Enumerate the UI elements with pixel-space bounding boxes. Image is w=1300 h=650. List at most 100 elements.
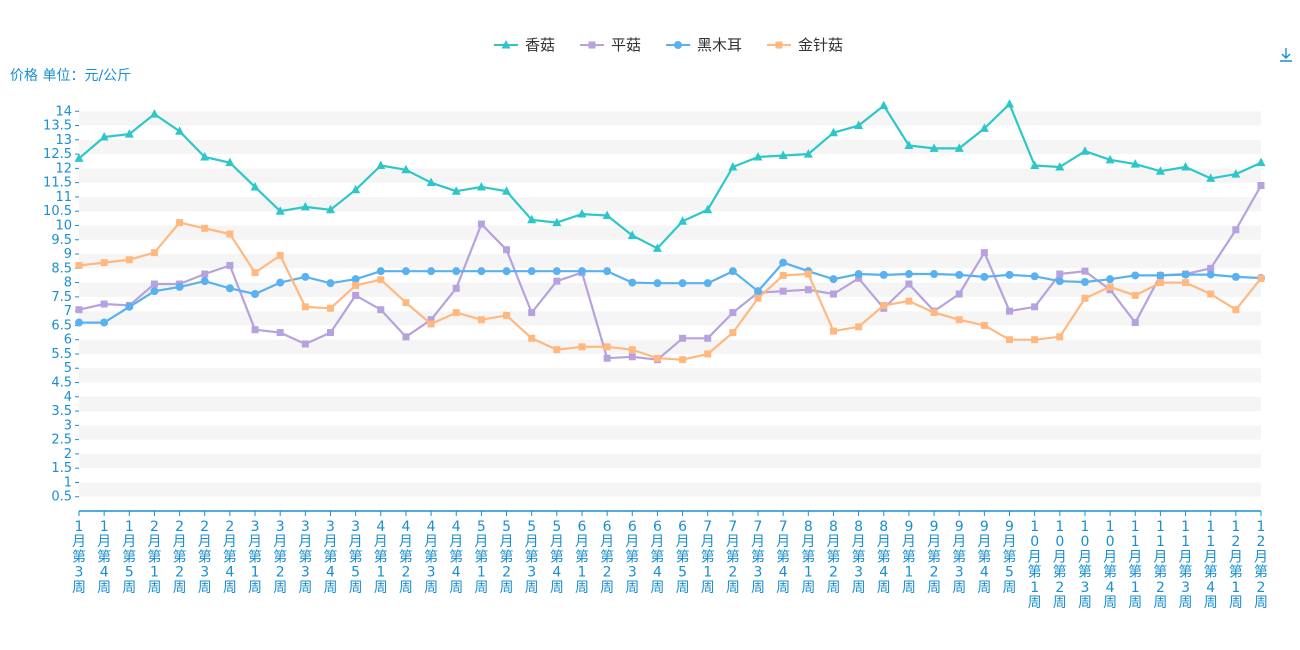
data-point (628, 278, 637, 287)
data-point (1055, 161, 1065, 171)
data-point (401, 267, 410, 276)
y-tick-label: 7 (64, 304, 72, 319)
y-tick-label: 4 (64, 390, 72, 405)
x-tick-label: 5 月第 3 周 (525, 519, 539, 596)
data-point (553, 277, 561, 285)
x-tick-label: 9 月第 2 周 (927, 519, 941, 596)
data-point (200, 151, 210, 161)
data-point (402, 299, 410, 307)
data-point (427, 320, 435, 328)
data-point (778, 150, 788, 160)
data-point (427, 316, 435, 324)
data-point (678, 216, 688, 225)
download-icon[interactable] (1275, 43, 1297, 65)
data-point (829, 290, 837, 298)
legend-item[interactable]: 黑木耳 (666, 36, 742, 54)
y-tick-label: 6 (64, 333, 72, 348)
data-point (325, 204, 335, 214)
x-tick-label: 8 月第 1 周 (801, 519, 815, 596)
y-tick-label: 13.5 (43, 119, 72, 134)
data-point (176, 219, 184, 227)
data-point (704, 350, 712, 358)
data-point (352, 291, 360, 299)
data-point (855, 274, 863, 282)
grid-band (79, 368, 1261, 383)
data-point (703, 279, 712, 288)
data-point (577, 267, 586, 276)
grid-band (79, 339, 1261, 354)
data-point (754, 287, 763, 296)
series-line (78, 102, 1262, 250)
y-tick-label: 13 (55, 133, 72, 148)
x-tick-label: 1 2 月第 2 周 (1254, 519, 1268, 611)
data-point (929, 143, 939, 152)
series-lines (74, 99, 1266, 364)
legend-label: 香菇 (525, 36, 555, 54)
data-point (627, 230, 637, 239)
data-point (803, 149, 813, 158)
data-point (125, 302, 134, 311)
x-tick-label: 1 0 月第 4 周 (1103, 519, 1117, 611)
data-point (175, 282, 184, 291)
x-tick-label: 1 2 月第 1 周 (1229, 519, 1243, 611)
y-tick-label: 11 (55, 190, 72, 205)
x-tick-label: 7 月第 3 周 (751, 519, 765, 596)
grid-band (79, 196, 1261, 212)
data-point (476, 181, 486, 191)
y-tick-label: 10 (55, 218, 72, 233)
x-tick-label: 1 0 月第 2 周 (1053, 519, 1067, 611)
data-point (376, 267, 385, 276)
x-tick-label: 6 月第 3 周 (625, 519, 639, 596)
y-tick-label: 12.5 (43, 147, 72, 162)
grid-band (79, 325, 1261, 340)
data-point (753, 151, 763, 161)
x-tick-label: 3 月第 5 周 (349, 519, 363, 596)
data-point (728, 161, 738, 171)
data-point (930, 309, 938, 317)
data-point (1257, 182, 1265, 190)
data-point (779, 271, 787, 279)
x-tick-label: 2 月第 1 周 (147, 519, 161, 596)
grid-band (79, 382, 1261, 397)
data-point (1055, 277, 1064, 286)
data-point (954, 143, 964, 152)
data-point (149, 109, 159, 118)
x-tick-label: 6 月第 2 周 (600, 519, 614, 596)
data-point (652, 243, 662, 252)
data-point (75, 318, 83, 327)
grid-band (79, 482, 1261, 497)
data-point (276, 329, 284, 337)
data-point (201, 224, 209, 232)
y-tick-label: 5 (64, 361, 72, 376)
data-point (426, 177, 436, 187)
data-point (1206, 270, 1215, 279)
y-tick-label: 12 (55, 161, 72, 176)
data-point (1156, 271, 1165, 280)
y-tick-label: 1 (64, 475, 72, 490)
data-point (905, 297, 913, 305)
data-point (1181, 270, 1190, 279)
series-金针菇 (75, 219, 1265, 364)
series-line (78, 184, 1262, 361)
y-tick-label: 9.5 (51, 233, 72, 248)
legend-item[interactable]: 平菇 (580, 36, 641, 54)
legend-item[interactable]: 香菇 (494, 36, 555, 54)
legend-item[interactable]: 金针菇 (767, 36, 843, 54)
data-point (1181, 161, 1191, 171)
data-point (1232, 226, 1240, 234)
data-point (1182, 279, 1190, 287)
grid-band (79, 296, 1261, 312)
data-point (854, 120, 864, 130)
x-tick-label: 5 月第 4 周 (550, 519, 564, 596)
data-point (804, 270, 812, 278)
x-tick-label: 6 月第 1 周 (575, 519, 589, 596)
data-point (276, 251, 284, 259)
x-tick-label: 3 月第 3 周 (298, 519, 312, 596)
data-point (99, 131, 109, 141)
grid-band (79, 282, 1261, 297)
data-point (1257, 274, 1265, 282)
data-point (376, 160, 386, 170)
data-point (1006, 336, 1014, 344)
data-point (125, 256, 133, 264)
grid-band (79, 396, 1261, 412)
